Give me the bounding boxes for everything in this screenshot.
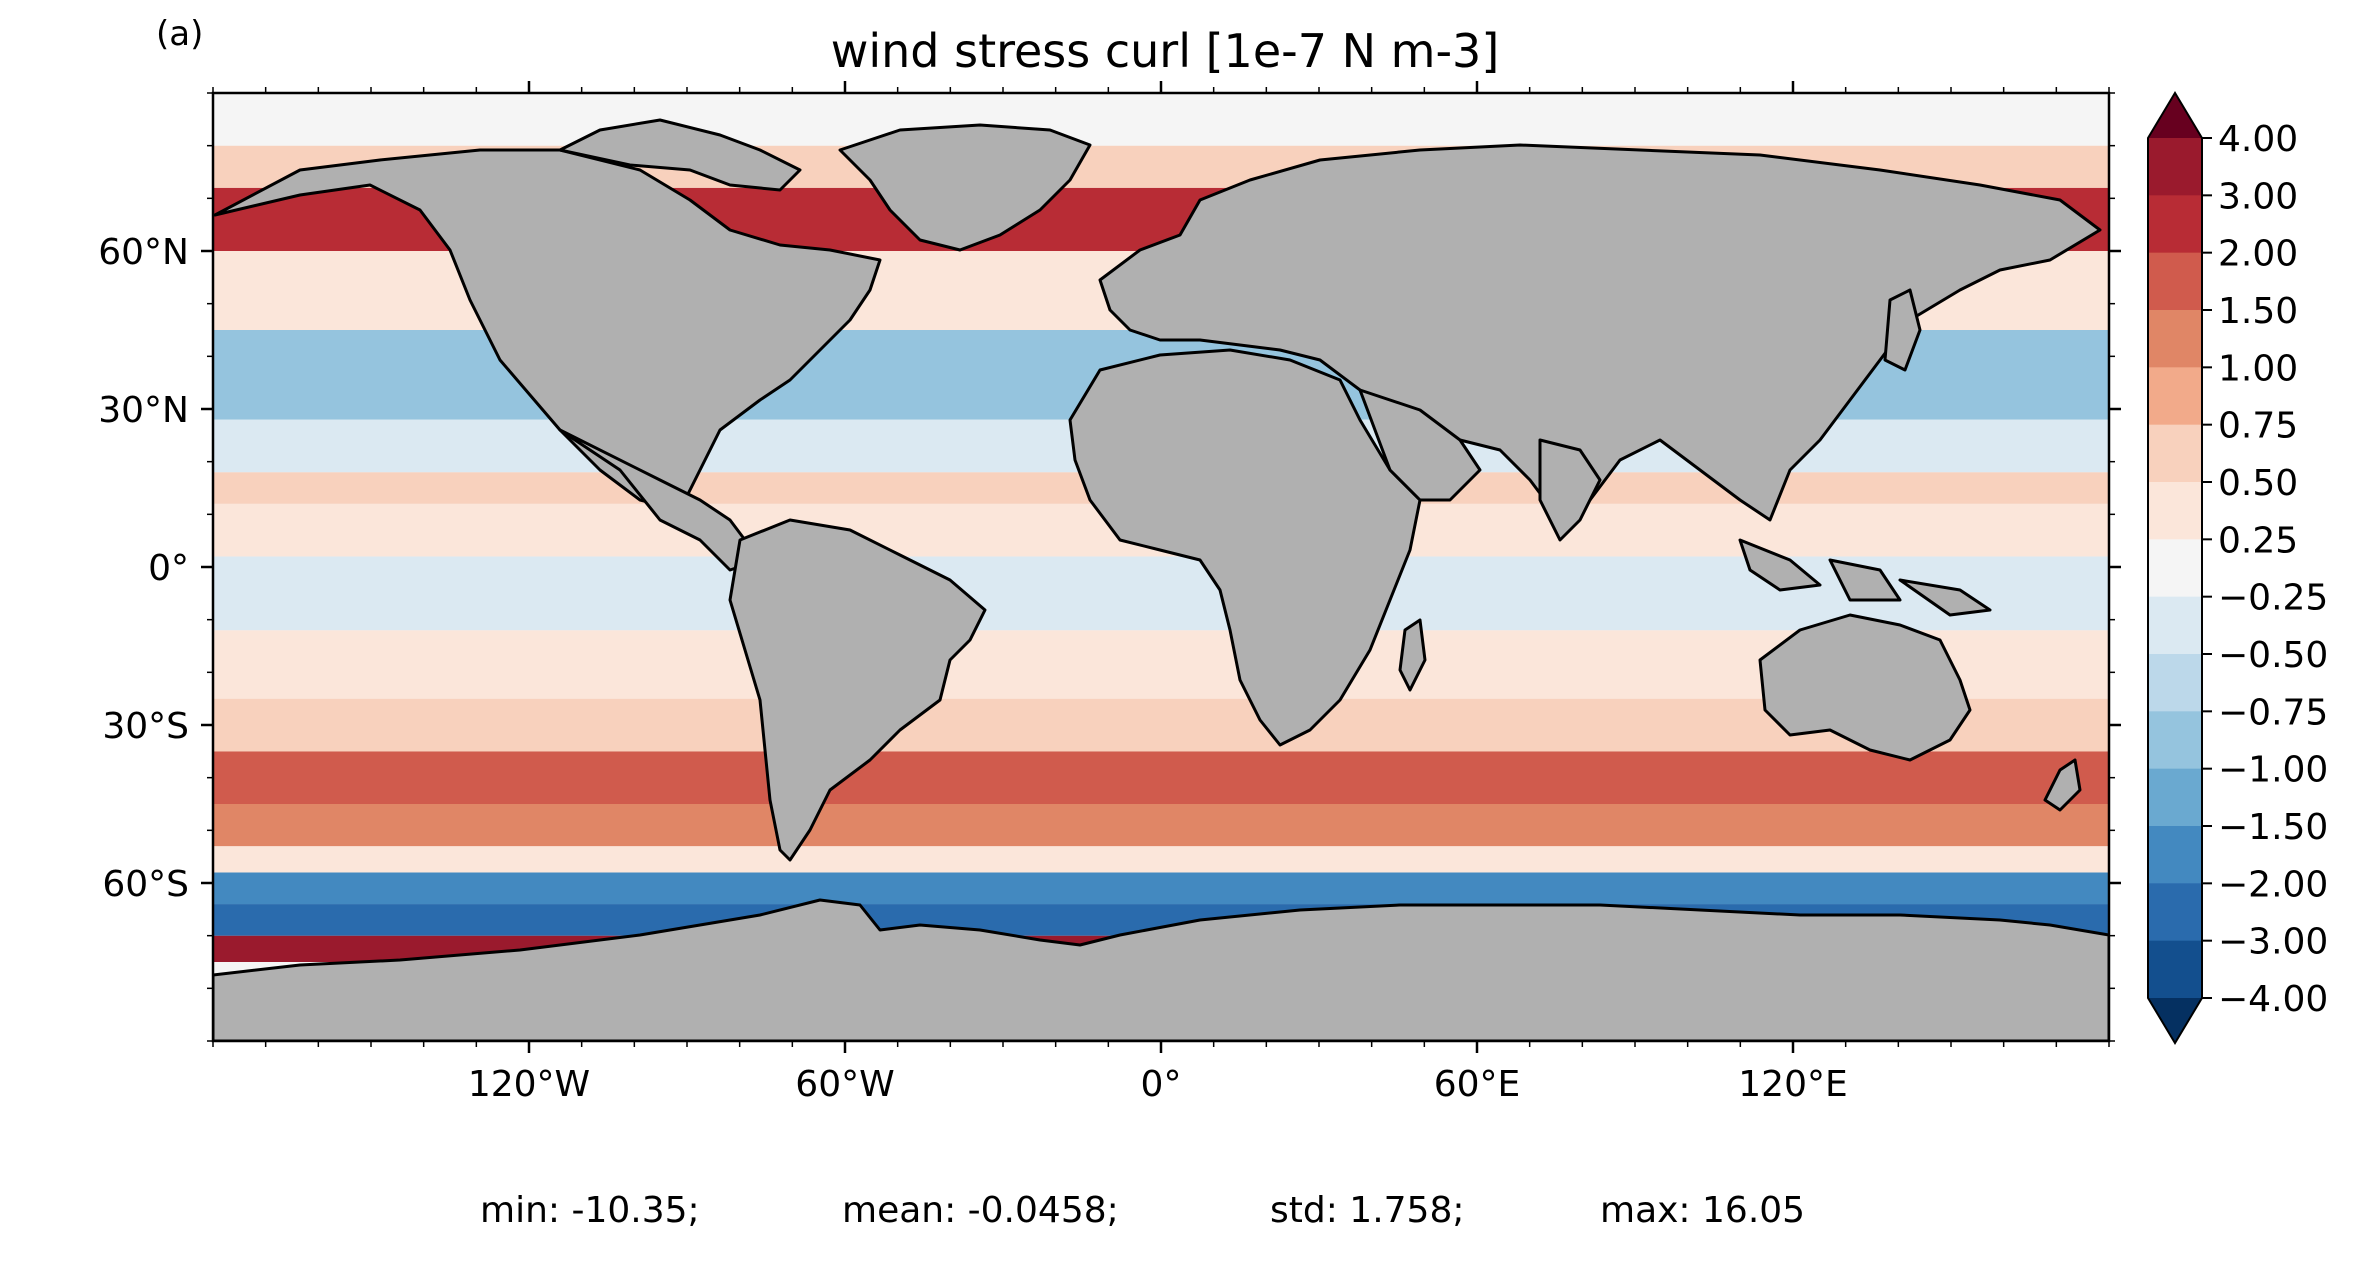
map-title: wind stress curl [1e-7 N m-3] — [830, 24, 1500, 78]
colorbar-tick-label: 4.00 — [2218, 119, 2298, 160]
colorbar-tick-label: 1.00 — [2218, 348, 2298, 389]
arctic-islands-landmass — [558, 118, 802, 192]
lon-tick-label: 120°W — [468, 1064, 590, 1105]
lat-tick-label: 30°S — [102, 706, 189, 747]
colorbar-tick-label: 3.00 — [2218, 176, 2298, 217]
colorbar-swatch — [2148, 596, 2202, 655]
land-layer — [213, 118, 2109, 1041]
colorbar-tick-label: −3.00 — [2218, 922, 2328, 963]
stat-min: min: -10.35; — [480, 1190, 700, 1231]
lon-tick-label: 60°E — [1434, 1064, 1521, 1105]
colorbar-swatch — [2148, 826, 2202, 884]
colorbar-swatch — [2148, 367, 2202, 426]
colorbar-tick-label: 2.00 — [2218, 234, 2298, 275]
colorbar-swatch — [2148, 539, 2202, 598]
colorbar-tick-label: 0.25 — [2218, 520, 2298, 561]
lon-tick-label: 60°W — [795, 1064, 894, 1105]
ocean-band — [213, 872, 2109, 905]
colorbar-extend-max — [2148, 93, 2202, 138]
colorbar-tick-label: −0.50 — [2218, 635, 2328, 676]
south-america-landmass — [728, 518, 987, 862]
ocean-band — [213, 93, 2109, 146]
eurasia-landmass — [1098, 143, 2102, 522]
colorbar-tick-label: 1.50 — [2218, 291, 2298, 332]
madagascar-landmass — [1398, 618, 1427, 692]
ocean-band — [213, 556, 2109, 631]
stat-max: max: 16.05 — [1600, 1190, 1806, 1231]
lat-tick-label: 60°N — [98, 232, 189, 273]
colorbar-swatch — [2148, 711, 2202, 770]
colorbar-swatch — [2148, 654, 2202, 712]
new-zealand-landmass — [2043, 758, 2082, 812]
north-america-landmass — [213, 148, 882, 512]
ocean-band — [213, 751, 2109, 804]
colorbar-swatch — [2148, 940, 2202, 999]
ocean-band — [213, 804, 2109, 847]
lat-tick-label: 30°N — [98, 390, 189, 431]
stat-std: std: 1.758; — [1270, 1190, 1465, 1231]
stat-mean: mean: -0.0458; — [842, 1190, 1119, 1231]
colorbar-swatch — [2148, 195, 2202, 254]
australia-landmass — [1758, 613, 1972, 762]
colorbar-tick-label: −4.00 — [2218, 979, 2328, 1020]
japan-landmass — [1883, 288, 1922, 372]
colorbar: 4.00 3.00 2.00 1.50 1.00 0.75 0.50 0.25 −0.25 −0.… — [2147, 91, 2328, 1045]
colorbar-swatch — [2148, 310, 2202, 368]
colorbar-extend-min — [2148, 998, 2202, 1043]
ocean-band — [213, 846, 2109, 873]
colorbar-swatch — [2148, 138, 2202, 196]
africa-landmass — [1068, 348, 1422, 747]
colorbar-swatch — [2148, 424, 2202, 483]
colorbar-tick-label: 0.75 — [2218, 406, 2298, 447]
greenland-landmass — [838, 123, 1092, 252]
lon-tick-label: 0° — [1141, 1064, 1182, 1105]
lat-tick-label: 0° — [148, 548, 189, 589]
colorbar-tick-label: 0.50 — [2218, 463, 2298, 504]
colorbar-tick-label: −1.50 — [2218, 807, 2328, 848]
panel-label: (a) — [156, 14, 204, 54]
colorbar-swatch — [2148, 252, 2202, 311]
colorbar-tick-label: −0.25 — [2218, 578, 2328, 619]
antarctica-landmass — [213, 898, 2109, 1041]
colorbar-tick-label: −1.00 — [2218, 750, 2328, 791]
lon-tick-label: 120°E — [1738, 1064, 1847, 1105]
arabia-india-landmass — [1358, 388, 1602, 542]
colorbar-swatch — [2148, 883, 2202, 942]
colorbar-swatch — [2148, 768, 2202, 827]
maritime-asia-landmass — [1738, 538, 1992, 617]
colorbar-tick-label: −2.00 — [2218, 864, 2328, 905]
colorbar-swatch — [2148, 482, 2202, 540]
axis-ticks: 120°W 60°W 0° 60°E 120°E 60°N 30°N 0° 30°S 60°S — [98, 81, 2121, 1105]
lat-tick-label: 60°S — [102, 864, 189, 905]
colorbar-tick-label: −0.75 — [2218, 692, 2328, 733]
